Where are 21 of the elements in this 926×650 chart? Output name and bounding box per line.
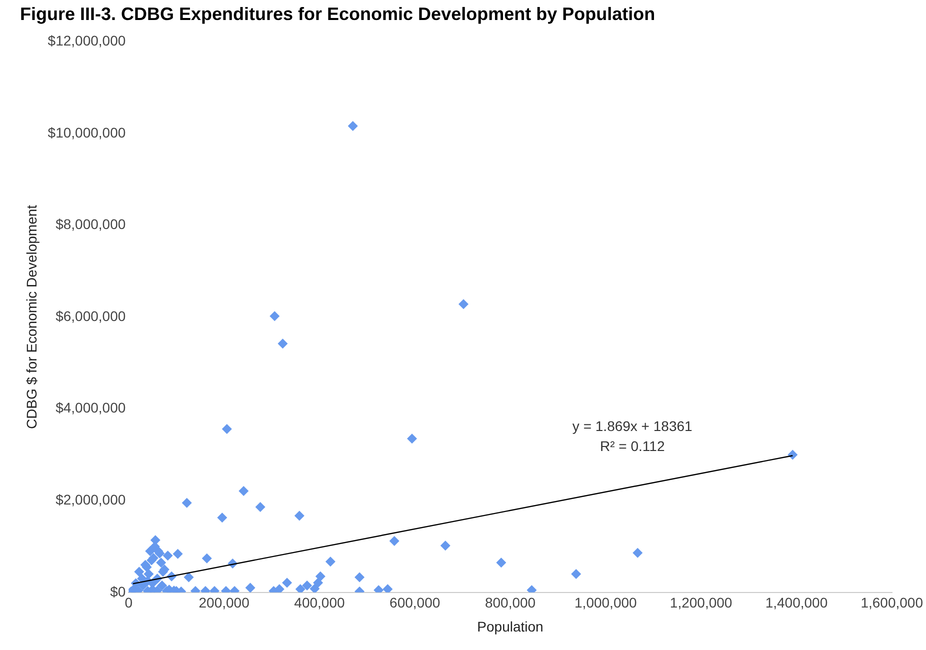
y-tick-label: $10,000,000: [48, 124, 126, 140]
x-tick-label: 0: [124, 594, 133, 611]
x-tick-label: 200,000: [198, 594, 250, 611]
annotation: R² = 0.112: [600, 438, 665, 454]
x-tick-label: 1,000,000: [574, 594, 638, 611]
x-tick-label: 400,000: [294, 594, 345, 611]
x-tick-label: 1,200,000: [670, 594, 732, 611]
chart-title: Figure III-3. CDBG Expenditures for Economic Development by Population: [20, 4, 656, 24]
y-tick-label: $4,000,000: [56, 400, 126, 416]
x-tick-label: 1,600,000: [860, 594, 924, 611]
x-tick-label: 1,400,000: [765, 594, 828, 611]
x-tick-label: 800,000: [484, 594, 536, 611]
y-tick-label: $8,000,000: [56, 216, 126, 232]
y-tick-label: $2,000,000: [56, 491, 126, 508]
y-tick-label: $0: [110, 583, 126, 600]
x-axis-title: Population: [477, 618, 544, 634]
annotation: y = 1.869x + 18361: [572, 418, 693, 434]
x-tick-label: 600,000: [390, 594, 440, 611]
y-axis-title: CDBG $ for Economic Development: [23, 204, 40, 430]
y-tick-label: $6,000,000: [56, 308, 126, 324]
y-tick-label: $12,000,000: [48, 32, 126, 48]
